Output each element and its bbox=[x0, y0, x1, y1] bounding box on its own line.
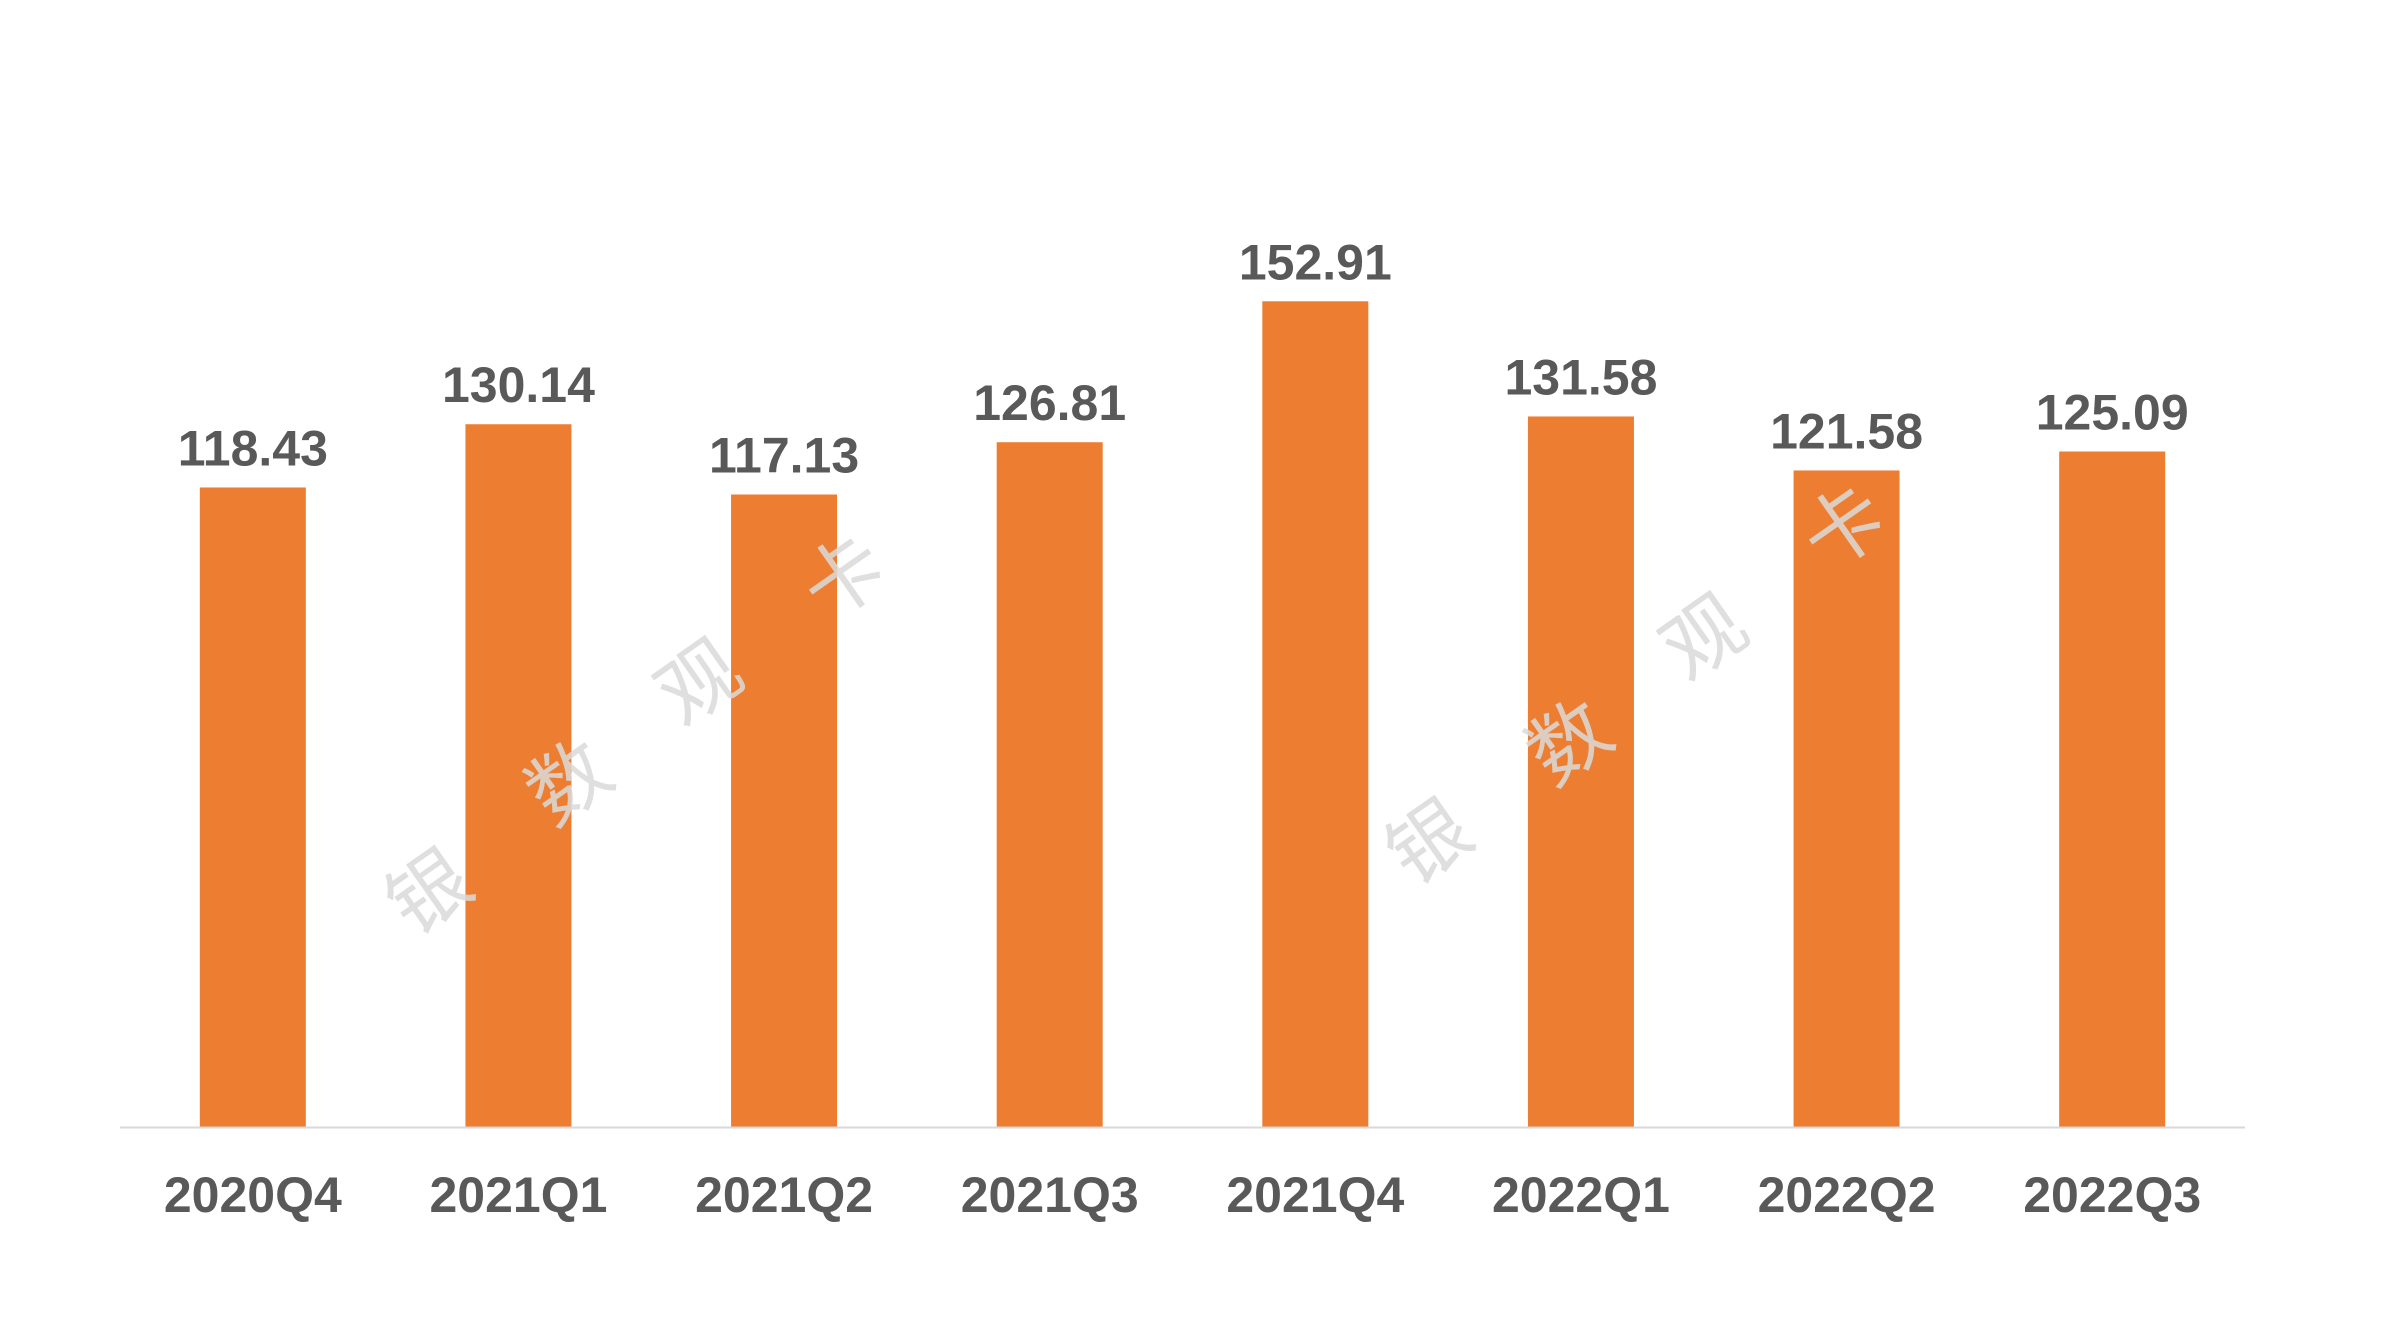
data-label-2020Q4: 118.43 bbox=[178, 420, 328, 476]
data-label-2021Q4: 152.91 bbox=[1239, 234, 1392, 290]
x-tick-label-2022Q3: 2022Q3 bbox=[2023, 1167, 2201, 1223]
data-label-2021Q3: 126.81 bbox=[973, 375, 1126, 431]
watermark-char: 银 bbox=[1370, 781, 1489, 903]
x-tick-label-2022Q2: 2022Q2 bbox=[1758, 1167, 1936, 1223]
bar-2021Q1 bbox=[465, 424, 572, 1127]
x-tick-label-2021Q2: 2021Q2 bbox=[695, 1167, 873, 1223]
watermark-char: 观 bbox=[1645, 576, 1764, 698]
data-label-2022Q2: 121.58 bbox=[1770, 403, 1923, 459]
bar-2022Q3 bbox=[2059, 451, 2166, 1127]
bar-2020Q4 bbox=[199, 487, 306, 1127]
bar-2021Q3 bbox=[996, 442, 1103, 1127]
x-tick-label-2021Q3: 2021Q3 bbox=[961, 1167, 1139, 1223]
x-tick-labels-group: 2020Q4 2021Q1 2021Q2 2021Q3 2021Q4 2022Q1 2022… bbox=[164, 1167, 2201, 1223]
data-label-2021Q1: 130.14 bbox=[442, 357, 595, 413]
data-label-2022Q1: 131.58 bbox=[1504, 349, 1657, 405]
x-tick-label-2020Q4: 2020Q4 bbox=[164, 1167, 342, 1223]
x-tick-label-2022Q1: 2022Q1 bbox=[1492, 1167, 1670, 1223]
data-label-2022Q3: 125.09 bbox=[2036, 385, 2189, 441]
bars-group bbox=[199, 301, 2166, 1127]
bar-2022Q2 bbox=[1793, 470, 1900, 1127]
x-tick-label-2021Q1: 2021Q1 bbox=[429, 1167, 607, 1223]
bar-2022Q1 bbox=[1527, 416, 1634, 1127]
data-label-2021Q2: 117.13 bbox=[709, 427, 859, 483]
value-labels-group: 118.43 130.14 117.13 126.81 152.91 131.58 121.… bbox=[178, 234, 2189, 483]
x-tick-label-2021Q4: 2021Q4 bbox=[1226, 1167, 1404, 1223]
bar-2021Q4 bbox=[1262, 301, 1369, 1127]
bar-2021Q2 bbox=[731, 494, 838, 1127]
